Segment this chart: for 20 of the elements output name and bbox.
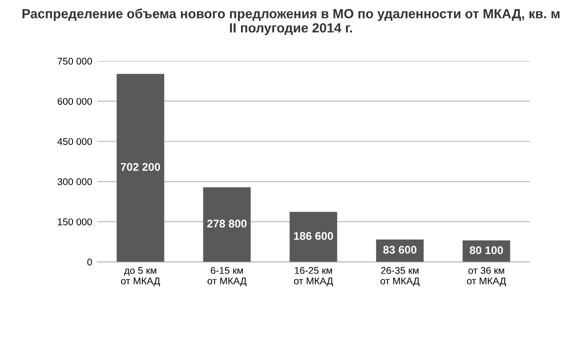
data-label: 278 800 [207, 220, 247, 228]
y-tick-label: 600 000 [58, 98, 92, 105]
y-tick-label: 150 000 [58, 218, 92, 226]
x-tick-label: 16-25 км от МКАД [294, 267, 333, 286]
bar [290, 212, 338, 262]
y-tick-label: 750 000 [58, 58, 92, 65]
x-tick-label: 26-35 км от МКАД [380, 267, 420, 286]
chart-title: Распределение объема нового предложения в МО по удаленности от МКАД, кв. м II полугодие 2014 г. [22, 8, 560, 36]
data-label: 83 600 [383, 246, 416, 254]
bar [116, 74, 164, 262]
data-label: 186 600 [294, 232, 334, 240]
bar [203, 187, 251, 262]
y-tick-label: 450 000 [57, 138, 92, 145]
x-tick-label: 6-15 км от МКАД [208, 267, 246, 286]
data-label: 702 200 [120, 162, 160, 171]
x-tick-label: до 5 км от МКАД [121, 267, 160, 286]
y-tick-label: 0 [87, 258, 92, 266]
y-tick-label: 300 000 [58, 178, 92, 186]
x-tick-label: от 36 км от МКАД [467, 267, 506, 286]
data-label: 80 100 [470, 246, 503, 254]
